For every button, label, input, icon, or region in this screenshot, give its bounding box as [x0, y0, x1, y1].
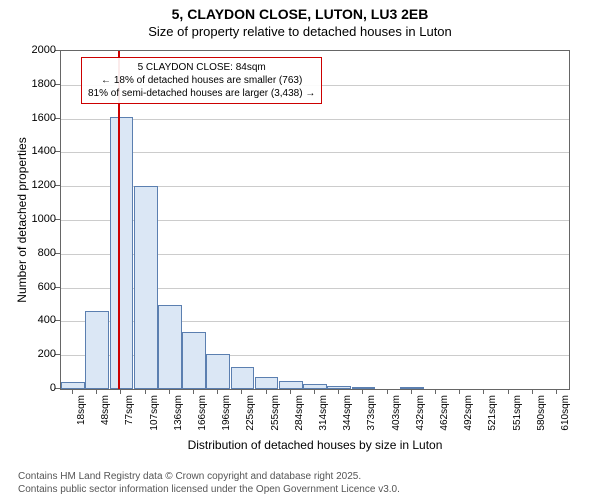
histogram-bar: [158, 305, 182, 390]
xtick-label: 136sqm: [173, 395, 184, 431]
ytick-label: 1400: [16, 145, 56, 157]
xtick-label: 48sqm: [100, 395, 111, 425]
xtick-label: 107sqm: [149, 395, 160, 431]
xtick-label: 225sqm: [245, 395, 256, 431]
xtick-mark: [532, 389, 533, 394]
ytick-label: 0: [16, 382, 56, 394]
xtick-label: 18sqm: [76, 395, 87, 425]
xtick-label: 610sqm: [560, 395, 571, 431]
xtick-mark: [72, 389, 73, 394]
footer-attribution: Contains HM Land Registry data © Crown c…: [18, 470, 400, 496]
xtick-label: 196sqm: [221, 395, 232, 431]
xtick-label: 373sqm: [366, 395, 377, 431]
xtick-mark: [556, 389, 557, 394]
xtick-mark: [217, 389, 218, 394]
xtick-mark: [314, 389, 315, 394]
histogram-bar: [231, 367, 255, 389]
xtick-mark: [290, 389, 291, 394]
xtick-label: 255sqm: [270, 395, 281, 431]
xtick-mark: [241, 389, 242, 394]
ytick-label: 1800: [16, 78, 56, 90]
histogram-bar: [110, 117, 134, 389]
xtick-label: 551sqm: [512, 395, 523, 431]
xtick-mark: [387, 389, 388, 394]
ytick-label: 2000: [16, 44, 56, 56]
xtick-label: 492sqm: [463, 395, 474, 431]
xtick-mark: [338, 389, 339, 394]
histogram-bar: [255, 377, 279, 389]
ytick-label: 1000: [16, 213, 56, 225]
gridline: [61, 152, 569, 153]
histogram-bar: [206, 354, 230, 389]
histogram-bar: [61, 382, 85, 389]
ytick-label: 800: [16, 247, 56, 259]
footer-line2: Contains public sector information licen…: [18, 483, 400, 496]
gridline: [61, 119, 569, 120]
annotation-line3: 81% of semi-detached houses are larger (…: [88, 87, 315, 100]
xtick-label: 462sqm: [439, 395, 450, 431]
histogram-bar: [400, 387, 424, 389]
xtick-mark: [145, 389, 146, 394]
ytick-label: 200: [16, 348, 56, 360]
xtick-mark: [120, 389, 121, 394]
xtick-mark: [362, 389, 363, 394]
xtick-label: 580sqm: [536, 395, 547, 431]
histogram-bar: [279, 381, 303, 389]
xtick-mark: [483, 389, 484, 394]
footer-line1: Contains HM Land Registry data © Crown c…: [18, 470, 400, 483]
ytick-label: 400: [16, 314, 56, 326]
annotation-line2: ← 18% of detached houses are smaller (76…: [88, 74, 315, 87]
xtick-mark: [266, 389, 267, 394]
xtick-label: 521sqm: [487, 395, 498, 431]
xtick-label: 284sqm: [294, 395, 305, 431]
xtick-label: 344sqm: [342, 395, 353, 431]
annotation-line1: 5 CLAYDON CLOSE: 84sqm: [88, 61, 315, 74]
xtick-mark: [193, 389, 194, 394]
histogram-bar: [182, 332, 206, 389]
xtick-mark: [411, 389, 412, 394]
xtick-label: 77sqm: [124, 395, 135, 425]
plot-region: 5 CLAYDON CLOSE: 84sqm ← 18% of detached…: [60, 50, 570, 390]
xtick-mark: [508, 389, 509, 394]
chart-title: 5, CLAYDON CLOSE, LUTON, LU3 2EB: [0, 0, 600, 22]
ytick-label: 1600: [16, 112, 56, 124]
xtick-mark: [96, 389, 97, 394]
xtick-label: 166sqm: [197, 395, 208, 431]
xtick-mark: [459, 389, 460, 394]
xtick-mark: [435, 389, 436, 394]
x-axis-label: Distribution of detached houses by size …: [60, 438, 570, 452]
annotation-box: 5 CLAYDON CLOSE: 84sqm ← 18% of detached…: [81, 57, 322, 104]
xtick-label: 314sqm: [318, 395, 329, 431]
ytick-label: 600: [16, 281, 56, 293]
ytick-label: 1200: [16, 179, 56, 191]
chart-area: Number of detached properties 5 CLAYDON …: [60, 50, 570, 420]
xtick-label: 403sqm: [391, 395, 402, 431]
histogram-bar: [134, 186, 158, 389]
chart-subtitle: Size of property relative to detached ho…: [0, 24, 600, 39]
xtick-mark: [169, 389, 170, 394]
histogram-bar: [85, 311, 109, 389]
xtick-label: 432sqm: [415, 395, 426, 431]
chart-container: 5, CLAYDON CLOSE, LUTON, LU3 2EB Size of…: [0, 0, 600, 500]
